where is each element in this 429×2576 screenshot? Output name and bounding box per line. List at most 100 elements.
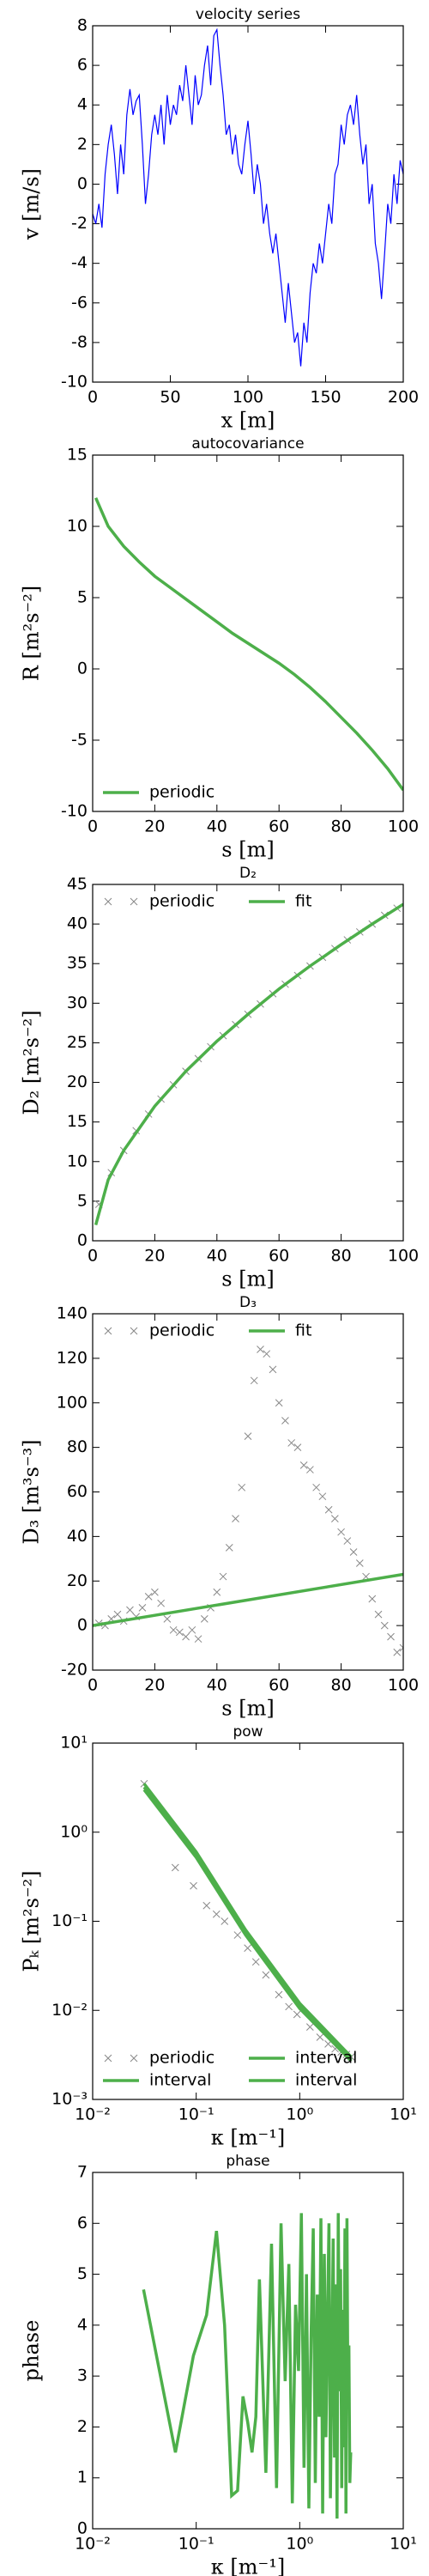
y-tick-label: 10⁻² [51, 2001, 88, 2020]
y-tick-label: 8 [77, 16, 88, 35]
y-axis-label: R [m²s⁻²] [20, 586, 44, 681]
point [251, 1958, 260, 1966]
x-tick-label: 10⁰ [286, 2535, 313, 2554]
y-tick-label: 10⁻¹ [51, 1911, 88, 1930]
legend-marker [130, 897, 138, 906]
point [337, 1528, 345, 1536]
point [275, 1399, 283, 1407]
legend-label: fit [295, 892, 311, 911]
point [343, 1537, 352, 1545]
x-tick-label: 150 [310, 388, 341, 407]
panel: phase 0 1 2 3 4 5 6 7 10⁻² 10⁻¹ 10⁰ 10¹ κ [m⁻¹] phase [20, 2153, 417, 2576]
point [213, 1588, 221, 1596]
point [171, 1863, 179, 1872]
panel: D₂ 0 5 10 15 20 25 30 35 40 45 0 20 40 60 80 100 s [m] D₂ … [20, 865, 420, 1291]
x-tick-label: 80 [331, 817, 352, 836]
legend-label: interval [295, 2071, 357, 2090]
x-tick-label: 0 [88, 388, 98, 407]
point [250, 1376, 258, 1385]
x-tick-label: 20 [144, 1676, 165, 1695]
y-tick-label: 40 [67, 1527, 88, 1546]
y-tick-label: 7 [77, 2163, 88, 2182]
legend-label: periodic [149, 1321, 214, 1340]
series-line [94, 497, 403, 792]
x-tick-label: 0 [88, 817, 98, 836]
chart-title: phase [226, 2153, 269, 2170]
plot-area [94, 902, 403, 1226]
y-tick-label: 0 [77, 174, 88, 193]
y-axis-label: D₂ [m²s⁻²] [20, 1010, 44, 1115]
point [157, 1599, 165, 1607]
point [293, 2010, 301, 2019]
point [212, 1910, 221, 1918]
point [244, 1432, 252, 1441]
x-tick-label: 100 [388, 1247, 419, 1266]
point [380, 1621, 389, 1630]
y-tick-label: 10¹ [60, 1734, 88, 1753]
y-axis-label: Pₖ [m²s⁻²] [20, 1870, 44, 1971]
point [374, 1610, 383, 1619]
point [182, 1632, 190, 1641]
point [387, 1632, 395, 1641]
legend-marker [130, 2054, 138, 2063]
point [225, 1543, 233, 1552]
point [263, 1350, 271, 1358]
y-tick-label: -2 [71, 214, 88, 233]
x-axis-label: x [m] [221, 409, 275, 433]
legend-marker [104, 897, 112, 906]
x-tick-label: 10¹ [390, 2535, 417, 2554]
plot-area [94, 497, 403, 792]
y-tick-label: 40 [67, 914, 88, 933]
y-tick-label: 15 [67, 1112, 88, 1131]
y-tick-label: 5 [77, 2264, 88, 2283]
point [190, 1881, 197, 1890]
point [176, 1628, 184, 1637]
y-tick-label: 45 [67, 875, 88, 894]
y-tick-label: 20 [67, 1571, 88, 1590]
x-tick-label: 40 [207, 1247, 227, 1266]
chart-title: D₃ [239, 1294, 257, 1311]
y-tick-label: 4 [77, 95, 88, 114]
point [275, 1990, 283, 1999]
point [324, 1505, 333, 1514]
x-tick-label: 200 [388, 388, 419, 407]
point [287, 1439, 296, 1447]
plot-frame [92, 454, 404, 812]
point [113, 1610, 122, 1619]
y-tick-label: 120 [57, 1348, 88, 1367]
legend-label: periodic [149, 783, 214, 802]
series-line [93, 1572, 403, 1627]
series-line [142, 1783, 353, 2058]
plot-frame [92, 1742, 404, 2100]
legend-marker [130, 1327, 138, 1335]
y-tick-label: 140 [57, 1304, 88, 1323]
y-tick-label: 80 [67, 1437, 88, 1456]
legend-label: interval [295, 2049, 357, 2068]
x-tick-label: 60 [269, 817, 289, 836]
point [244, 1944, 251, 1953]
chart-title: pow [233, 1723, 263, 1741]
legend-marker [104, 1327, 112, 1335]
plot-frame [92, 884, 404, 1242]
point [257, 1346, 264, 1353]
point [331, 1515, 339, 1522]
y-tick-label: -10 [61, 373, 88, 392]
x-tick-label: 80 [331, 1676, 352, 1695]
point [368, 1595, 377, 1603]
plot-area [140, 1779, 355, 2063]
x-tick-label: 20 [144, 1247, 165, 1266]
series-line [142, 1789, 353, 2063]
y-tick-label: 2 [77, 2417, 88, 2436]
x-tick-label: 60 [269, 1247, 289, 1266]
x-tick-label: 100 [388, 817, 419, 836]
x-tick-label: 40 [207, 817, 227, 836]
point [316, 2033, 324, 2041]
y-tick-label: 25 [67, 1033, 88, 1052]
y-tick-label: -10 [61, 802, 88, 821]
point [233, 1931, 242, 1939]
y-tick-label: 10⁰ [60, 1822, 88, 1841]
legend-label: fit [295, 1321, 311, 1340]
x-tick-label: 10¹ [390, 2105, 417, 2124]
y-tick-label: 2 [77, 135, 88, 154]
